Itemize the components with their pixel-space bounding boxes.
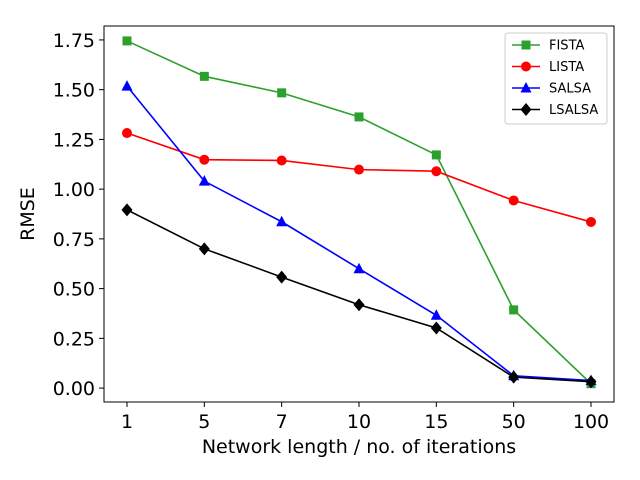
x-tick-label: 15 [424,411,448,433]
legend-lista-marker [521,61,531,72]
x-axis-ticks: 1 5 7 10 15 50 100 [121,402,609,433]
series-lista-point [586,216,596,227]
series-lsalsa-point [508,370,520,384]
y-tick-label: 0.00 [53,378,95,400]
series-fista-point [199,71,209,81]
legend-salsa-label: SALSA [549,82,591,97]
series-layer [121,36,597,389]
x-tick-label: 1 [121,411,133,433]
series-lsalsa-line [126,209,592,383]
series-lista-point [199,154,210,165]
x-tick-label: 50 [502,411,526,433]
series-salsa-line [126,85,592,382]
x-axis-label: Network length / no. of iterations [202,436,516,458]
series-fista-point [354,112,364,122]
y-axis-label: RMSE [17,187,39,241]
legend-lista-label: LISTA [549,60,584,75]
series-lsalsa-point [121,203,133,217]
series-lsalsa [121,203,597,389]
series-fista-point [431,150,441,160]
y-tick-label: 0.50 [53,279,95,301]
y-tick-label: 0.25 [53,328,95,350]
x-tick-label: 10 [347,411,371,433]
series-lista-line [126,132,592,223]
series-salsa-point [430,309,442,320]
series-lista-point [354,164,364,175]
series-salsa-point [121,80,133,91]
x-tick-label: 100 [573,411,609,433]
legend: FISTA LISTA SALSA LSALSA [504,32,608,125]
series-lista-point [431,166,442,177]
legend-box [504,32,608,125]
legend-lsalsa-marker [520,103,532,116]
legend-fista-marker [521,40,531,50]
x-tick-label: 5 [198,411,210,433]
series-lsalsa-point [585,375,597,389]
series-lista-point [276,155,287,166]
y-tick-label: 1.50 [53,80,95,102]
series-lista-point [122,128,132,139]
legend-fista-label: FISTA [549,39,584,54]
series-lsalsa-point [353,298,365,312]
y-tick-label: 0.75 [53,229,95,251]
series-lsalsa-point [430,321,442,335]
legend-salsa-marker [520,82,532,93]
series-lsalsa-point [198,242,210,256]
series-lista-point [508,195,519,206]
x-tick-label: 7 [276,411,288,433]
series-lista [122,128,596,227]
series-salsa-point [276,215,288,227]
y-tick-label: 1.25 [53,129,95,151]
series-salsa-point [353,262,365,274]
y-tick-label: 1.00 [53,179,95,201]
series-fista-point [509,305,519,315]
series-fista-point [277,88,287,98]
series-fista-point [122,36,132,46]
series-salsa-point [198,175,210,186]
series-salsa [121,80,597,386]
series-lsalsa-point [276,270,288,284]
y-axis-ticks: 0.00 0.25 0.50 0.75 1.00 1.25 1.50 1.75 [53,30,104,400]
y-tick-label: 1.75 [53,30,95,52]
legend-lsalsa-label: LSALSA [549,103,598,118]
